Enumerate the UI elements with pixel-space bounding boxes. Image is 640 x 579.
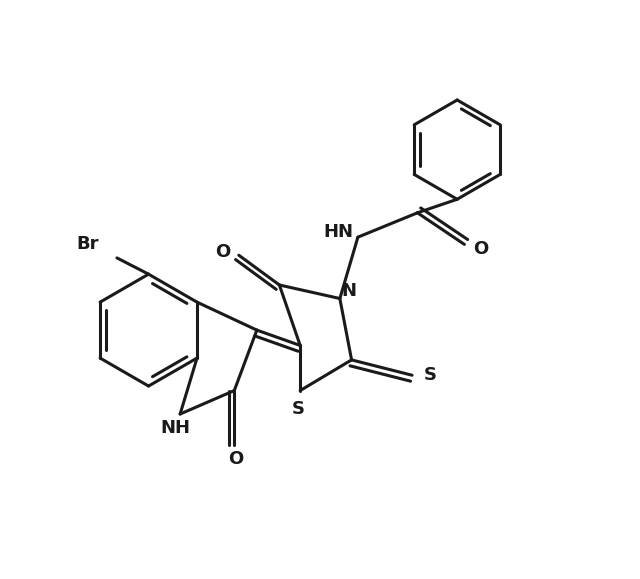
Text: O: O (215, 243, 230, 261)
Text: NH: NH (161, 419, 191, 437)
Text: O: O (473, 240, 488, 258)
Text: Br: Br (76, 236, 99, 254)
Text: S: S (292, 400, 305, 417)
Text: HN: HN (323, 223, 353, 241)
Text: O: O (228, 450, 244, 468)
Text: S: S (424, 367, 436, 384)
Text: N: N (341, 283, 356, 301)
